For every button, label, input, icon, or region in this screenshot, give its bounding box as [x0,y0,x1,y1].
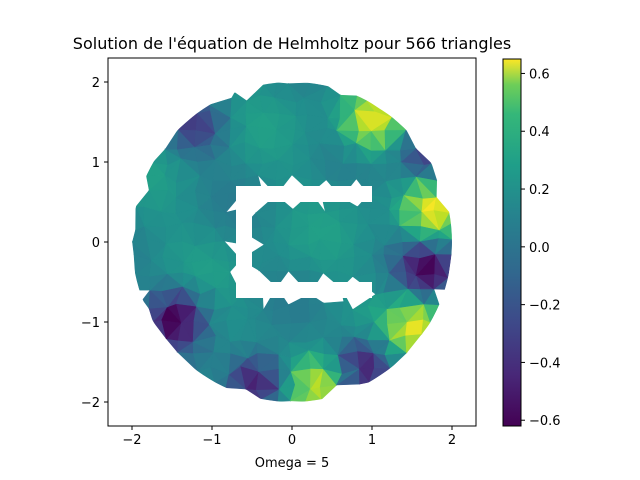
disk-boundary-mask [108,58,476,426]
mesh-triangle [366,100,393,118]
mesh-triangle [384,116,407,131]
x-tick-label: 0 [288,433,296,448]
colorbar-tick-label: 0.0 [529,241,550,256]
mesh-triangle [400,128,417,151]
colorbar-gradient [502,58,522,427]
y-tick-label: 0 [92,236,100,251]
colorbar: −0.6 −0.4 −0.2 0.0 0.2 0.4 0.6 [502,58,561,429]
colorbar-tick-label: −0.4 [529,356,561,371]
y-tick-label: 1 [92,156,100,171]
y-axis: −2 −1 0 1 2 [81,76,108,411]
x-tick-label: −2 [122,433,141,448]
x-tick-label: −1 [202,433,221,448]
mesh-triangle [273,82,290,98]
mesh-triangle [433,196,450,213]
y-tick-label: −2 [81,396,100,411]
colorbar-tick-label: 0.4 [529,125,550,140]
c-shaped-obstacle [236,186,372,298]
x-axis: −2 −1 0 1 2 [122,426,456,448]
x-tick-label: 2 [448,433,456,448]
mesh-triangle [415,148,432,165]
mesh-triangle [231,92,247,102]
colorbar-tick-label: −0.2 [529,299,561,314]
chart-title: Solution de l'équation de Helmholtz pour… [73,34,511,53]
x-axis-label: Omega = 5 [255,456,330,471]
x-tick-label: 1 [368,433,376,448]
helmholtz-solution-field [108,58,476,426]
mesh-triangle [354,95,368,111]
mesh-triangle [303,82,329,99]
y-tick-label: −1 [81,316,100,331]
mesh-triangle [320,85,342,103]
colorbar-tick-label: 0.6 [529,67,550,82]
y-tick-label: 2 [92,76,100,91]
colorbar-tick-label: 0.2 [529,183,550,198]
colorbar-tick-label: −0.6 [529,414,561,429]
colorbar-ticks: −0.6 −0.4 −0.2 0.0 0.2 0.4 0.6 [521,67,561,429]
